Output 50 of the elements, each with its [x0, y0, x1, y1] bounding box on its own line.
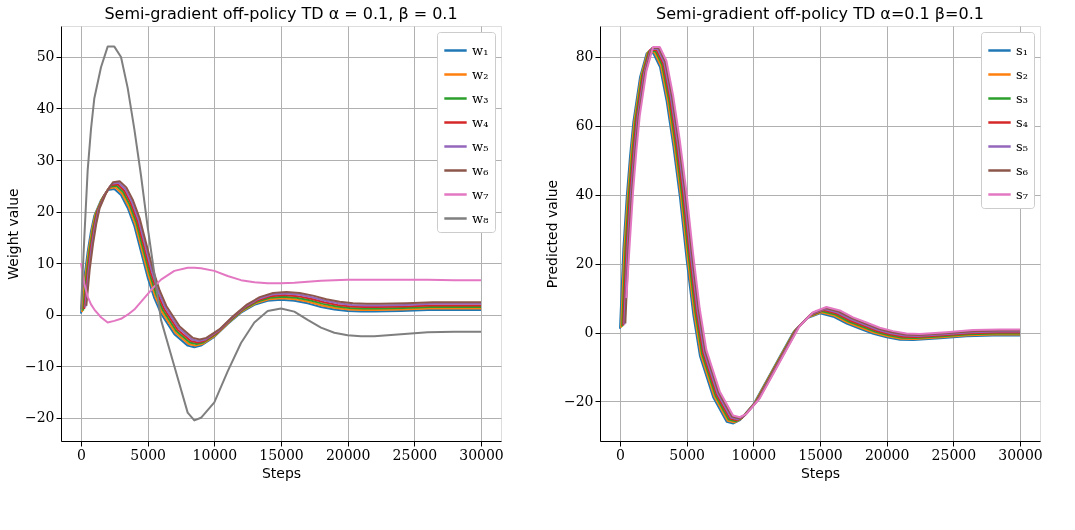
y-tick-label: 50 [36, 48, 55, 65]
y-tick-label: 0 [584, 324, 594, 341]
x-tick-label: 10000 [192, 446, 238, 463]
legend-label: w₅ [472, 138, 489, 154]
chart-title: Semi-gradient off-policy TD α = 0.1, β = 0.1 [104, 4, 458, 23]
x-tick-label: 0 [77, 446, 86, 463]
y-axis-title: Predicted value [543, 179, 560, 289]
x-tick-label: 25000 [392, 446, 438, 463]
x-tick-label: 20000 [864, 446, 910, 463]
y-tick-label: 20 [575, 255, 594, 272]
legend-label: s₅ [1016, 138, 1028, 154]
x-tick-label: 10000 [731, 446, 777, 463]
legend-label: w₂ [472, 66, 489, 82]
y-tick-label: 40 [36, 99, 55, 116]
x-tick-label: 25000 [931, 446, 977, 463]
legend-label: s₂ [1016, 66, 1028, 82]
legend-label: w₈ [472, 210, 489, 226]
y-tick-label: 20 [36, 203, 55, 220]
legend-label: w₄ [472, 114, 489, 130]
x-axis-title: Steps [800, 464, 841, 481]
legend-label: s₆ [1016, 162, 1028, 178]
x-tick-label: 15000 [259, 446, 304, 463]
x-tick-label: 30000 [459, 446, 504, 463]
y-tick-label: −20 [563, 392, 594, 409]
y-tick-label: −10 [24, 357, 55, 374]
y-tick-label: 60 [575, 117, 594, 134]
x-tick-label: 20000 [325, 446, 371, 463]
x-axis-title: Steps [261, 464, 302, 481]
x-tick-label: 5000 [130, 446, 166, 463]
y-tick-label: 0 [45, 306, 55, 323]
x-tick-label: 0 [616, 446, 625, 463]
legend-label: w₁ [472, 42, 489, 58]
y-tick-label: 40 [575, 186, 594, 203]
legend-label: s₇ [1016, 186, 1028, 202]
legend-label: w₆ [472, 162, 489, 178]
y-tick-label: 10 [36, 254, 55, 271]
line-series [80, 262, 482, 324]
x-tick-label: 15000 [798, 446, 843, 463]
y-axis-title: Weight value [4, 188, 21, 280]
chart-title: Semi-gradient off-policy TD α=0.1 β=0.1 [656, 4, 984, 23]
y-tick-label: 30 [36, 151, 55, 168]
y-tick-label: 80 [575, 48, 594, 65]
legend-label: s₁ [1016, 42, 1028, 58]
legend-label: s₃ [1016, 90, 1028, 106]
legend-label: w₇ [472, 186, 489, 202]
y-tick-label: −20 [24, 409, 55, 426]
legend-label: s₄ [1016, 114, 1028, 130]
x-tick-label: 5000 [669, 446, 705, 463]
legend-label: w₃ [472, 90, 489, 106]
x-tick-label: 30000 [998, 446, 1043, 463]
